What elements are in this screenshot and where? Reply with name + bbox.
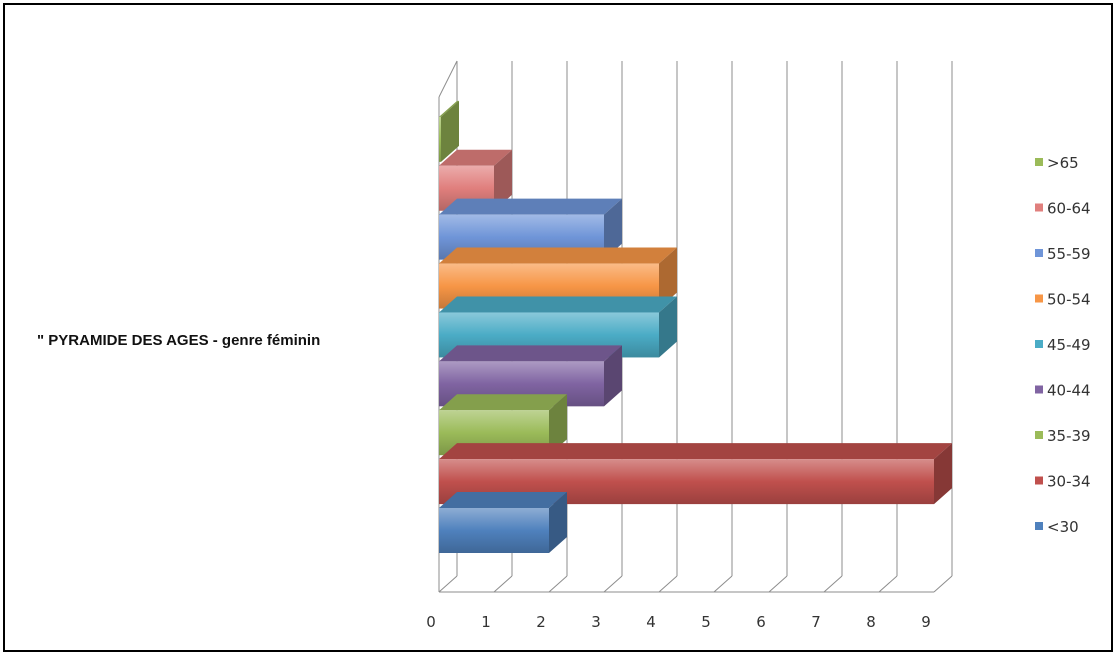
legend-label: <30	[1047, 518, 1079, 536]
floor-gridline	[823, 575, 843, 593]
x-tick-label: 5	[701, 613, 711, 631]
floor-gridline	[933, 575, 953, 593]
floor-gridline	[493, 575, 513, 593]
legend-item: 40-44	[1035, 382, 1091, 400]
x-tick-label: 8	[866, 613, 876, 631]
legend-label: 40-44	[1047, 382, 1091, 400]
y-axis-label: " PYRAMIDE DES AGES - genre féminin	[37, 332, 320, 349]
legend-item: 50-54	[1035, 291, 1091, 309]
floor-gridline	[548, 575, 568, 593]
bar-65	[439, 100, 459, 162]
bar-side-face	[604, 198, 622, 260]
bar-top-face	[439, 394, 567, 411]
legend-item: 55-59	[1035, 245, 1091, 263]
chart-frame: 0 1 2 3 4 5 6 7 8 9 >65 60-64 55-59 50-54 45-49 40-44 3…	[3, 3, 1113, 652]
legend-item: 60-64	[1035, 200, 1091, 218]
x-tick-label: 1	[481, 613, 491, 631]
bar-side-face	[934, 443, 952, 505]
x-tick-label: 0	[426, 613, 436, 631]
bar-side-face	[659, 247, 677, 309]
bar-top-face	[439, 443, 952, 460]
bar-side-face	[549, 492, 567, 553]
legend-swatch	[1035, 158, 1043, 166]
legend-item: 35-39	[1035, 427, 1091, 445]
bar-top-face	[439, 247, 677, 264]
legend-swatch	[1035, 385, 1043, 394]
legend-label: 45-49	[1047, 336, 1091, 354]
bar-top-face	[439, 100, 459, 117]
floor-gridline	[658, 575, 678, 593]
bar-front-face	[439, 116, 441, 162]
legend-label: 35-39	[1047, 427, 1091, 445]
legend-label: >65	[1047, 154, 1079, 172]
x-tick-label: 3	[591, 613, 601, 631]
legend-label: 55-59	[1047, 245, 1091, 263]
legend-swatch	[1035, 203, 1043, 212]
legend-item: 30-34	[1035, 473, 1091, 491]
left-wall-top	[438, 60, 458, 98]
bar-side-face	[494, 149, 512, 211]
x-tick-label: 4	[646, 613, 656, 631]
floor-gridline	[878, 575, 898, 593]
floor-gridline	[768, 575, 788, 593]
legend-item: 45-49	[1035, 336, 1091, 354]
legend-item: >65	[1035, 154, 1079, 172]
bar-chart: 0 1 2 3 4 5 6 7 8 9 >65 60-64 55-59 50-54 45-49 40-44 3…	[37, 60, 1091, 631]
legend-label: 50-54	[1047, 291, 1091, 309]
x-tick-label: 6	[756, 613, 766, 631]
x-tick-label: 9	[921, 613, 931, 631]
bar-side-face	[441, 100, 459, 162]
x-tick-label: 2	[536, 613, 546, 631]
legend-swatch	[1035, 522, 1043, 530]
bar-top-face	[439, 492, 567, 508]
legend-swatch	[1035, 476, 1043, 485]
floor-gridline	[603, 575, 623, 593]
floor-gridline	[713, 575, 733, 593]
legend-swatch	[1035, 294, 1043, 303]
legend-label: 30-34	[1047, 473, 1091, 491]
legend-item: <30	[1035, 518, 1079, 536]
legend-label: 60-64	[1047, 200, 1091, 218]
bar-side-face	[659, 296, 677, 358]
x-tick-label: 7	[811, 613, 821, 631]
bar-side-face	[604, 345, 622, 407]
legend-swatch	[1035, 249, 1043, 257]
legend-swatch	[1035, 340, 1043, 348]
bar-front-face	[439, 508, 549, 553]
floor-gridline	[438, 575, 458, 593]
bar-30	[439, 492, 567, 553]
bar-top-face	[439, 198, 622, 215]
bar-top-face	[439, 149, 512, 166]
bar-top-face	[439, 345, 622, 362]
legend-swatch	[1035, 431, 1043, 439]
bar-top-face	[439, 296, 677, 313]
bar-side-face	[549, 394, 567, 456]
